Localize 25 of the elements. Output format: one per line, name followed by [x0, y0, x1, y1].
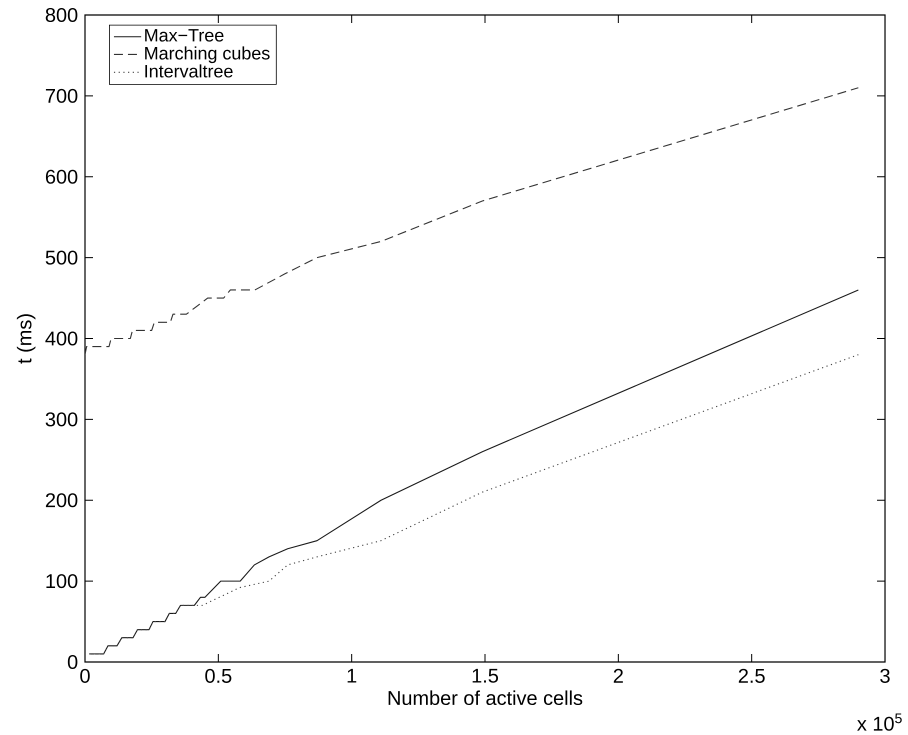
x-tick-label: 0 [80, 668, 90, 683]
x-tick-label: 1 [348, 668, 356, 683]
x-tick-label: 3 [880, 668, 890, 683]
line-series [88, 289, 859, 654]
y-tick-label: 0 [68, 654, 78, 670]
x-tick-label: 2 [614, 668, 623, 683]
line-series [88, 354, 859, 654]
legend-label: Marching cubes [145, 46, 270, 64]
x-tick-label: 1.5 [472, 668, 498, 683]
text: x 10$^{5}$ [857, 714, 902, 731]
y-tick-label: 400 [45, 331, 78, 346]
x-tick-label: 0.5 [205, 668, 232, 683]
y-tick-label: 600 [46, 170, 78, 184]
x-axis-title: Number of active cells [388, 690, 582, 706]
x-tick-label: 2.5 [738, 668, 765, 683]
y-tick-label: 800 [46, 8, 78, 22]
y-tick-label: 700 [46, 88, 78, 103]
y-axis-title: t (ms) [16, 314, 36, 364]
y-tick-label: 100 [46, 574, 78, 588]
y-tick-label: 500 [46, 250, 78, 265]
legend-label: Intervaltree [145, 64, 233, 78]
y-tick-label: 300 [46, 412, 78, 426]
y-tick-label: 200 [46, 493, 78, 508]
line-series [85, 87, 859, 356]
legend-label: Max−Tree [145, 29, 224, 42]
